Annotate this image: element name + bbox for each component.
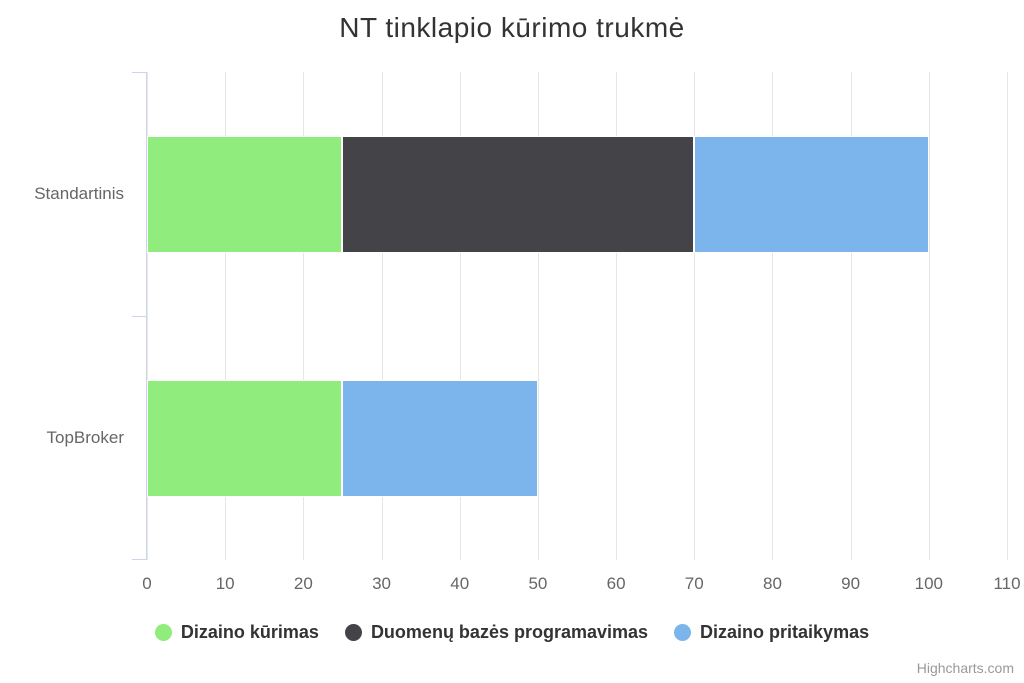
gridline	[537, 72, 539, 560]
legend-item[interactable]: Duomenų bazės programavimas	[344, 622, 649, 643]
value-axis-labels: 0 10 20 30 40 50 60 70 80 90 100 110	[142, 574, 1020, 596]
legend-label: Duomenų bazės programavimas	[370, 622, 649, 642]
plot-area	[132, 72, 1008, 560]
legend-marker-icon	[674, 624, 692, 641]
chart-title: NT tinklapio kūrimo trukmė	[339, 12, 685, 43]
category-axis-tick	[132, 559, 147, 560]
bar-segment[interactable]	[342, 135, 695, 253]
gridline	[616, 72, 618, 560]
value-axis-tick-label: 50	[528, 574, 548, 593]
gridline	[225, 72, 227, 560]
bar-stack	[147, 135, 929, 253]
value-axis-tick-label: 80	[762, 574, 782, 593]
value-axis-tick-label: 60	[606, 574, 626, 593]
gridline	[928, 72, 930, 560]
gridline	[694, 72, 696, 560]
value-axis-tick-label: 0	[142, 574, 152, 593]
value-axis-tick-label: 20	[293, 574, 313, 593]
bar-segment[interactable]	[147, 379, 343, 497]
gridline	[1007, 72, 1008, 560]
value-axis-tick-label: 30	[372, 574, 391, 593]
value-axis-tick-label: 100	[914, 574, 943, 593]
category-axis-tick	[132, 72, 147, 73]
category-axis-labels: Standartinis TopBroker	[0, 72, 124, 560]
legend-label: Dizaino pritaikymas	[700, 622, 870, 642]
legend-item[interactable]: Dizaino kūrimas	[154, 622, 319, 643]
gridline	[147, 72, 148, 560]
gridline	[381, 72, 383, 560]
bar-row-topbroker	[147, 316, 1007, 560]
bar-segment[interactable]	[147, 135, 343, 253]
bar-row-standartinis	[147, 72, 1007, 316]
legend: Dizaino kūrimas Duomenų bazės programavim…	[0, 622, 1024, 643]
value-axis-tick-label: 10	[215, 574, 235, 593]
legend-item[interactable]: Dizaino pritaikymas	[674, 622, 869, 643]
value-axis-tick-label: 90	[841, 574, 861, 593]
legend-marker-icon	[154, 624, 172, 641]
gridline	[772, 72, 774, 560]
legend-marker-icon	[344, 624, 362, 641]
value-axis-tick-label: 40	[450, 574, 470, 593]
gridline	[303, 72, 305, 560]
category-axis-tick	[132, 316, 147, 317]
gridline	[850, 72, 852, 560]
bar-stack	[147, 379, 538, 497]
bar-segment[interactable]	[694, 135, 929, 253]
category-label: Standartinis	[34, 184, 124, 203]
credits-link[interactable]: Highcharts.com	[916, 660, 1014, 676]
legend-label: Dizaino kūrimas	[180, 622, 319, 642]
bar-segment[interactable]	[342, 379, 538, 497]
gridline	[459, 72, 461, 560]
category-label: TopBroker	[46, 428, 124, 447]
value-axis-tick-label: 70	[684, 574, 704, 593]
value-axis-tick-label: 110	[993, 574, 1021, 593]
